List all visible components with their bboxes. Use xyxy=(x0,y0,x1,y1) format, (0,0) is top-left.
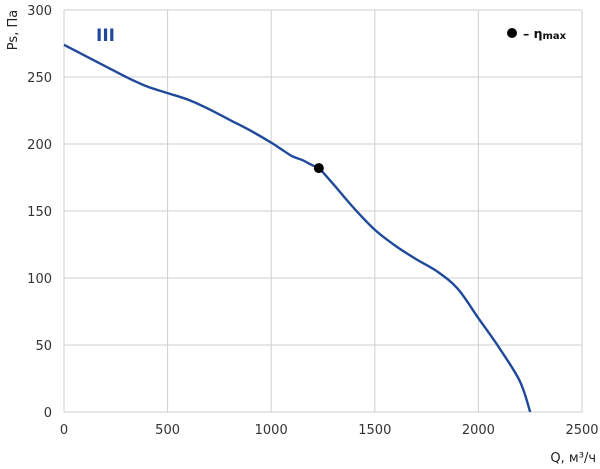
legend-label-text: – η xyxy=(523,26,543,41)
y-tick-label: 150 xyxy=(27,205,52,220)
x-tick-label: 500 xyxy=(155,423,180,438)
y-tick-labels: 0 50 100 150 200 250 300 xyxy=(27,4,52,421)
y-tick-label: 300 xyxy=(27,4,52,19)
legend-label: – ηmax xyxy=(523,26,567,42)
y-tick-label: 250 xyxy=(27,71,52,86)
x-tick-label: 2000 xyxy=(462,423,495,438)
x-tick-label: 2500 xyxy=(565,423,598,438)
legend-label-subscript: max xyxy=(543,31,567,42)
y-tick-label: 100 xyxy=(27,272,52,287)
legend-marker-dot xyxy=(507,28,517,38)
x-tick-labels: 0 500 1000 1500 2000 2500 xyxy=(60,423,599,438)
x-tick-label: 1000 xyxy=(255,423,288,438)
y-tick-label: 200 xyxy=(27,138,52,153)
x-axis-label: Q, м³/ч xyxy=(550,451,596,466)
curve-label-iii: III xyxy=(96,26,115,46)
grid-layer xyxy=(63,9,583,413)
legend: – ηmax xyxy=(507,26,567,42)
x-tick-label: 1500 xyxy=(358,423,391,438)
series-line-iii xyxy=(63,43,532,413)
eta-max-point xyxy=(313,163,324,174)
y-axis-label: Ps, Па xyxy=(6,10,21,50)
y-tick-label: 50 xyxy=(35,339,52,354)
y-tick-label: 0 xyxy=(44,406,52,421)
x-tick-label: 0 xyxy=(60,423,68,438)
